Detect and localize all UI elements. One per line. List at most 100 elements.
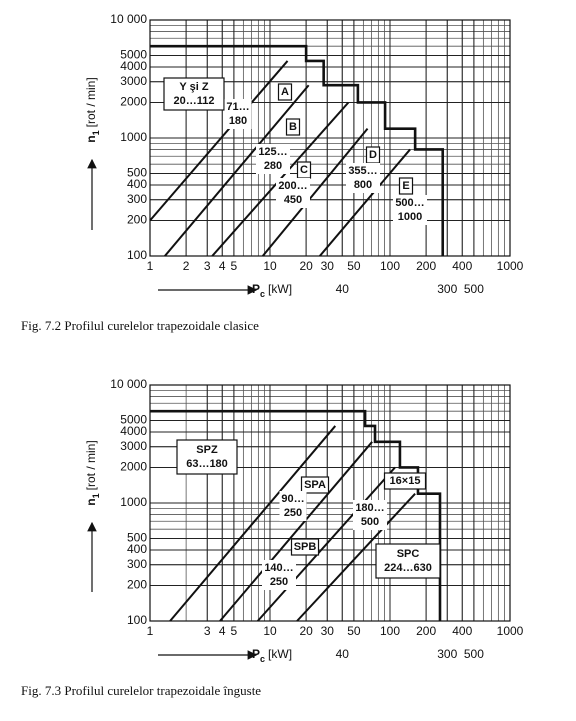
plot-frame — [149, 384, 511, 622]
label-box — [277, 83, 293, 101]
y-tick-label: 200 — [127, 578, 147, 592]
annotation: C — [296, 161, 312, 179]
x-axis-title-part: [kW] — [268, 647, 292, 661]
annotation-text: 250 — [284, 507, 302, 519]
speed-line — [219, 441, 373, 622]
annotation-text: 180 — [229, 115, 247, 127]
annotation-text: 800 — [354, 179, 372, 191]
x-tick-label: 200 — [416, 624, 436, 638]
chart: 1 2 3 4 5 10 20 30 50 100 200 400 1000 40 300 500 100 200… — [21, 12, 524, 333]
annotation-text: 224…630 — [384, 562, 432, 574]
x-tick-label: 3 — [204, 259, 211, 273]
y-tick-label: 200 — [127, 213, 147, 227]
x-axis-title: Pc [kW] — [252, 282, 292, 299]
y-tick-label: 400 — [127, 542, 147, 556]
limit-line — [150, 409, 442, 621]
x-tick-label: 100 — [380, 259, 400, 273]
y-tick-label: 2000 — [120, 95, 147, 109]
label-box — [290, 538, 320, 556]
y-tick-label: 4000 — [120, 59, 147, 73]
x-tick-label: 4 — [219, 259, 226, 273]
x-tick-label: 20 — [299, 624, 313, 638]
annotation: B — [285, 118, 301, 136]
annotation: A — [277, 83, 293, 101]
annotation: 16×15 — [383, 472, 427, 490]
label-bg — [393, 195, 427, 225]
x-tick-label: 1 — [147, 624, 154, 638]
annotation-text: 1000 — [398, 211, 422, 223]
speed-line — [164, 84, 310, 257]
annotation: Y şi Z 20…112 — [163, 77, 225, 111]
label-bg — [276, 178, 310, 208]
annotation: 140… 250 — [262, 560, 296, 590]
annotation-text: B — [289, 121, 297, 133]
y-axis-title-part: n — [84, 498, 98, 505]
x-tick-label: 10 — [263, 259, 277, 273]
y-tick-label: 1000 — [120, 495, 147, 509]
y-tick-label: 5000 — [120, 413, 147, 427]
x-tick-label: 200 — [416, 259, 436, 273]
speed-line — [149, 60, 289, 222]
annotation-text: 450 — [284, 194, 302, 206]
x-tick-label: 1000 — [497, 259, 524, 273]
label-bg — [353, 500, 387, 530]
y-axis-title-part: [rot / min] — [84, 440, 98, 490]
y-tick-label: 1000 — [120, 130, 147, 144]
annotation: 180… 500 — [353, 500, 387, 530]
y-tick-label: 100 — [127, 248, 147, 262]
y-tick-label: 2000 — [120, 460, 147, 474]
y-tick-label: 10 000 — [110, 12, 147, 26]
annotation-text: C — [300, 164, 308, 176]
x-tick-label: 50 — [347, 259, 361, 273]
y-tick-label: 10 000 — [110, 377, 147, 391]
label-bg — [279, 491, 307, 521]
x-tick-label: 1000 — [497, 624, 524, 638]
label-box — [300, 476, 330, 494]
x-axis-title-part: P — [252, 282, 260, 296]
annotation: SPA — [300, 476, 330, 494]
x-tick-label: 30 — [321, 259, 335, 273]
annotation-text: 355… — [348, 165, 377, 177]
annotation-text: 200… — [278, 180, 307, 192]
annotation: SPC 224…630 — [375, 543, 441, 579]
x-tick-label: 400 — [452, 624, 472, 638]
label-box — [163, 77, 225, 111]
speed-line — [261, 128, 369, 257]
limit-line — [150, 44, 445, 256]
annotation-text: 180… — [355, 502, 384, 514]
y-tick-label: 4000 — [120, 424, 147, 438]
speed-line — [296, 492, 416, 622]
y-axis-title: n1 [rot / min] — [84, 440, 101, 505]
annotation: SPZ 63…180 — [176, 439, 238, 475]
x-tick-label: 3 — [204, 624, 211, 638]
annotation: 500… 1000 — [393, 195, 427, 225]
y-tick-label: 500 — [127, 166, 147, 180]
x-axis-title-part: [kW] — [268, 282, 292, 296]
x-tick-label: 2 — [183, 259, 190, 273]
y-axis-title-part: 1 — [91, 130, 101, 135]
annotation-text: D — [369, 149, 377, 161]
x-tick-label: 40 — [336, 282, 350, 296]
x-tick-label: 500 — [464, 282, 484, 296]
y-tick-label: 3000 — [120, 439, 147, 453]
annotation: E — [398, 177, 414, 195]
annotation-text: 125… — [258, 146, 287, 158]
y-tick-label: 100 — [127, 613, 147, 627]
y-tick-label: 5000 — [120, 48, 147, 62]
x-tick-label: 400 — [452, 259, 472, 273]
label-box — [398, 177, 414, 195]
y-tick-label: 3000 — [120, 74, 147, 88]
speed-line — [319, 148, 411, 257]
y-axis-title-part: [rot / min] — [84, 77, 98, 127]
x-tick-label: 300 — [437, 647, 457, 661]
x-tick-label: 5 — [231, 259, 238, 273]
annotation: 200… 450 — [276, 178, 310, 208]
annotation-text: 90… — [281, 493, 304, 505]
label-bg — [262, 560, 296, 590]
label-bg — [224, 99, 252, 129]
y-axis-title-part: n — [84, 135, 98, 142]
annotation: 71…180 — [224, 99, 252, 129]
y-tick-label: 500 — [127, 531, 147, 545]
label-box — [176, 439, 238, 475]
